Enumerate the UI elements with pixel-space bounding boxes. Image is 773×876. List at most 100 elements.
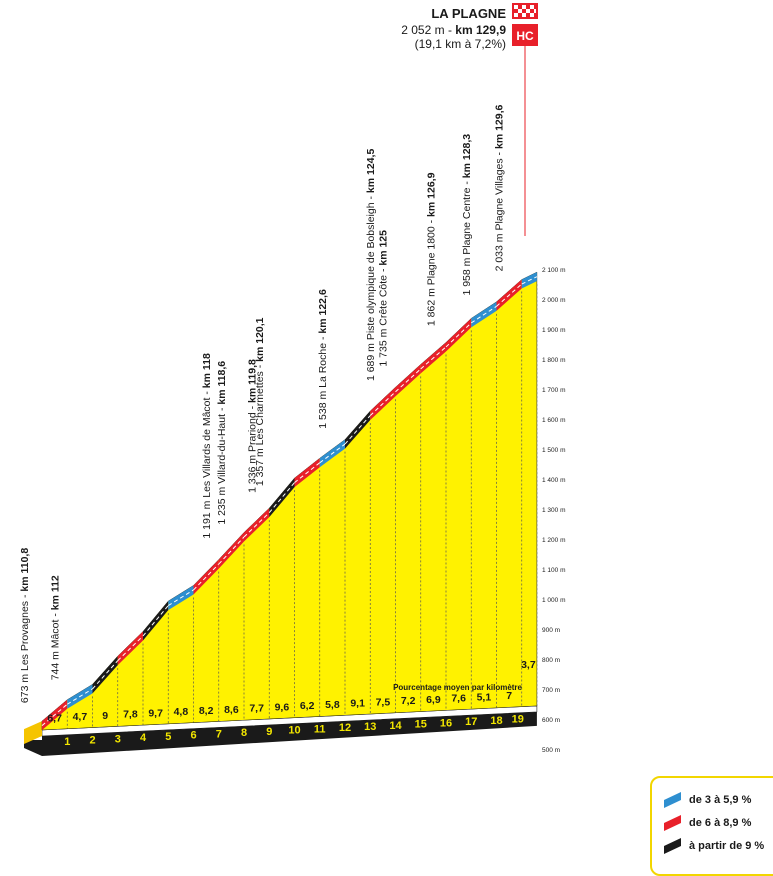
finish-flag-icon (512, 3, 538, 19)
legend-label-hard: à partir de 9 % (689, 840, 765, 852)
elevation-tick-label: 1 300 m (542, 507, 566, 514)
waypoint-label: 1 191 m Les Villards de Mâcot - km 118 (201, 353, 213, 539)
waypoint-name: 673 m Les Provagnes - (19, 592, 31, 703)
profile-side-face (24, 721, 42, 744)
elevation-tick-label: 1 700 m (542, 387, 566, 394)
waypoint-name: 1 735 m Crête Côte - (378, 266, 390, 367)
elevation-tick-label: 900 m (542, 627, 560, 634)
waypoint-label: 1 235 m Villard-du-Haut - km 118,6 (216, 361, 228, 525)
legend-label-medium: de 6 à 8,9 % (689, 817, 752, 829)
waypoint-label: 1 958 m Plagne Centre - km 128,3 (461, 134, 473, 296)
waypoint-label: 1 336 m Prariond - km 119,8 (246, 359, 258, 493)
gradient-centerline (369, 391, 396, 416)
legend-swatch-easy (664, 792, 681, 809)
waypoint-name: 1 191 m Les Villards de Mâcot - (201, 388, 213, 538)
grade-label: 9,7 (148, 707, 163, 719)
grade-label: 7,6 (451, 693, 466, 705)
elevation-tick-label: 1 800 m (542, 357, 566, 364)
legend-swatch-hard (664, 838, 681, 855)
grade-label: 7,5 (376, 696, 391, 708)
km-label: 12 (339, 722, 351, 734)
gradient-centerline (218, 536, 245, 565)
km-label: 3 (115, 733, 121, 745)
elevation-tick-label: 1 000 m (542, 597, 566, 604)
elevation-tick-label: 2 100 m (542, 267, 566, 274)
gradient-segment (269, 478, 295, 518)
category-badge: HC (512, 24, 538, 46)
grade-label: 5,1 (477, 691, 492, 703)
km-label: 5 (165, 731, 171, 743)
waypoint-km: km 112 (49, 575, 61, 610)
km-label: 19 (512, 714, 524, 726)
elevation-tick-label: 2 000 m (542, 297, 566, 304)
km-label: 6 (190, 730, 196, 742)
km-label: 18 (490, 715, 502, 727)
elevation-tick-label: 1 100 m (542, 567, 566, 574)
waypoint-name: 1 958 m Plagne Centre - (461, 178, 473, 295)
legend-item-easy: de 3 à 5,9 % (664, 792, 752, 809)
elevation-tick-label: 1 500 m (542, 447, 566, 454)
gradient-segment (218, 532, 244, 569)
waypoint-km: km 129,6 (494, 104, 506, 149)
km-label: 1 (64, 736, 70, 748)
grade-label: 7,2 (401, 695, 416, 707)
km-label: 13 (364, 721, 376, 733)
gradient-centerline (294, 462, 321, 483)
waypoint-name: 1 357 m Les Charmettes - (254, 362, 266, 486)
elevation-tick-label: 800 m (542, 657, 560, 664)
km-label: 14 (389, 720, 402, 732)
waypoint-label: 1 538 m La Roche - km 122,6 (317, 289, 329, 429)
km-strip (42, 711, 537, 756)
gradient-legend: de 3 à 5,9 % de 6 à 8,9 % à partir de 9 … (650, 776, 773, 876)
waypoint-name: 1 235 m Villard-du-Haut - (216, 405, 228, 525)
km-label: 2 (89, 735, 95, 747)
waypoint-name: 1 538 m La Roche - (317, 334, 329, 429)
gradient-centerline (41, 703, 68, 726)
km-label: 15 (415, 719, 427, 731)
km-label: 7 (216, 728, 222, 740)
waypoint-km: km 126,9 (426, 172, 438, 217)
waypoint-km: km 118,6 (216, 361, 228, 405)
waypoint-km: km 125 (378, 230, 390, 266)
gradient-segment (143, 601, 169, 641)
legend-item-hard: à partir de 9 % (664, 838, 765, 855)
km-label: 9 (266, 726, 272, 738)
legend-swatch-medium (664, 815, 681, 832)
gradient-centerline (117, 635, 144, 661)
waypoint-name: 1 862 m Plagne 1800 - (426, 217, 438, 326)
gradient-centerline (92, 660, 119, 690)
waypoint-label: 1 689 m Piste olympique de Bobsleigh - k… (365, 149, 377, 381)
summit-elevation: 2 052 m - (401, 23, 455, 37)
gradient-centerline (521, 276, 538, 285)
waypoint-label: 2 033 m Plagne Villages - km 129,6 (494, 104, 506, 271)
waypoint-km: km 128,3 (461, 134, 473, 179)
gradient-centerline (66, 688, 93, 705)
gradient-centerline (344, 415, 371, 445)
waypoint-name: 1 689 m Piste olympique de Bobsleigh - (365, 193, 377, 381)
waypoint-km: km 122,6 (317, 289, 329, 334)
summit-name: LA PLAGNE (431, 6, 506, 21)
grade-label: 4,8 (174, 706, 189, 718)
grade-label: 6,9 (426, 694, 441, 706)
waypoint-km: km 124,5 (365, 149, 377, 194)
gradient-segment (193, 559, 219, 595)
elevation-tick-label: 700 m (542, 687, 560, 694)
legend-label-easy: de 3 à 5,9 % (689, 794, 752, 806)
km-label: 10 (288, 725, 300, 737)
grade-label: 7,7 (249, 703, 264, 715)
km-label: 8 (241, 727, 247, 739)
summit-km: km 129,9 (455, 23, 506, 37)
waypoint-label: 1 735 m Crête Côte - km 125 (378, 230, 390, 367)
gradient-centerline (319, 443, 346, 464)
gradient-centerline (193, 563, 220, 591)
elevation-tick-label: 1 600 m (542, 417, 566, 424)
base-side (24, 740, 42, 756)
waypoint-km: km 110,8 (19, 548, 31, 592)
grade-label: 9,6 (275, 701, 290, 713)
gradient-segment (92, 656, 118, 694)
gradient-centerline (445, 322, 472, 348)
grade-label: 6,2 (300, 700, 315, 712)
waypoint-label: 673 m Les Provagnes - km 110,8 (19, 548, 31, 703)
grade-label: 6,7 (47, 712, 62, 724)
